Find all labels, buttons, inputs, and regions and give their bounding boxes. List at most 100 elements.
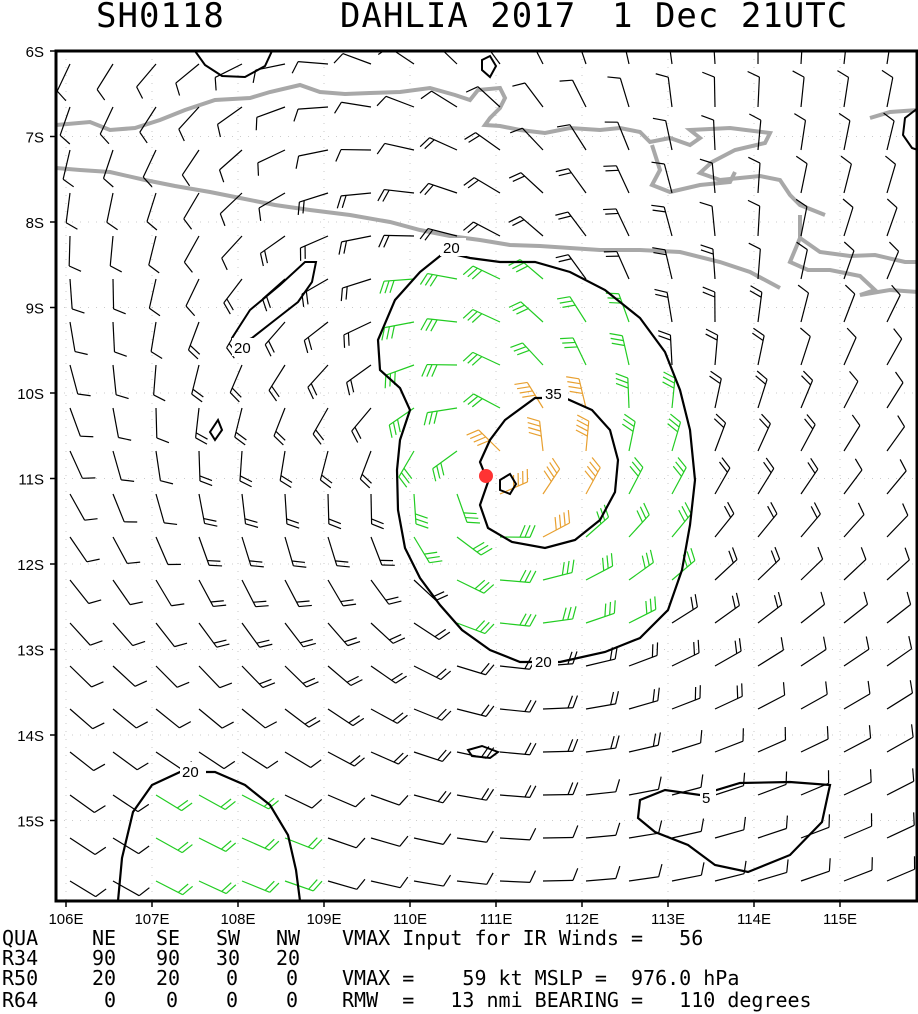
wind-barb-feather [807, 462, 816, 474]
row-r34-ne: 90 [92, 946, 117, 970]
wind-barb-feather [529, 570, 537, 583]
wind-barb-feather [700, 774, 704, 788]
wind-barb-shaft [757, 120, 762, 151]
wind-barb-feather [759, 418, 769, 429]
wind-barb-feather [77, 393, 91, 397]
wind-barb-shaft [413, 665, 442, 681]
wind-barb-feather [508, 301, 522, 308]
wind-barb-feather [153, 394, 166, 402]
wind-barb-feather [529, 742, 537, 756]
wind-barb-feather [559, 79, 573, 82]
wind-barb-shaft [155, 536, 169, 565]
wind-barb-feather [516, 308, 529, 315]
wind-barb-feather [213, 639, 227, 644]
wind-barb-feather [474, 579, 486, 590]
wind-barb-feather [857, 502, 865, 515]
wind-barb-feather [512, 219, 525, 227]
wind-barb-feather [467, 395, 479, 405]
wind-barb-feather [652, 209, 666, 213]
wind-barb-feather [118, 436, 132, 441]
wind-barb-shaft [843, 781, 872, 796]
wind-barb-feather [467, 354, 478, 364]
wind-barb-shaft [886, 559, 910, 581]
wind-barb-feather [426, 555, 440, 560]
wind-barb-shaft [384, 142, 415, 151]
wind-barb-feather [589, 461, 599, 473]
wind-barb-feather [389, 634, 402, 641]
wind-barb-feather [340, 599, 354, 603]
wind-barb-shaft [886, 470, 907, 495]
wind-barb-feather [551, 457, 561, 470]
wind-barb-shaft [256, 106, 286, 118]
wind-barb-feather [341, 195, 347, 208]
row-r34-se: 90 [156, 946, 181, 970]
wind-barb-feather [615, 735, 620, 749]
coastline-layer [56, 82, 918, 297]
wind-barb-shaft [569, 124, 587, 151]
wind-barb-feather [336, 195, 342, 209]
wind-barb-feather [526, 417, 540, 422]
wind-barb-feather [346, 675, 359, 683]
wind-barb-feather [391, 325, 395, 339]
wind-barb-feather [249, 560, 263, 563]
wind-barb-feather [378, 235, 385, 248]
wind-barb-feather [567, 606, 572, 620]
wind-barb-feather [912, 768, 915, 782]
storm-parameter-table: QUA NE SE SW NW VMAX Input for IR Winds … [0, 924, 918, 1014]
wind-barb-feather [591, 457, 601, 468]
table-line-vmax-input: VMAX Input for IR Winds = 56 [342, 926, 704, 950]
wind-barb-feather [442, 751, 452, 762]
wind-barb-feather [480, 662, 490, 674]
wind-barb-feather [480, 704, 490, 716]
bali-coast [787, 215, 918, 297]
wind-barb-shaft [342, 53, 372, 65]
wind-barb-feather [355, 797, 366, 808]
contour-label-20-southwest: 20 [182, 764, 199, 781]
wind-barb-feather [813, 502, 821, 515]
wind-barb-feather [610, 735, 615, 749]
wind-barb-feather [88, 599, 102, 605]
lon-label: 107E [134, 911, 169, 928]
wind-barb-shaft [155, 450, 161, 481]
wind-barb-shaft [714, 873, 745, 882]
wind-barb-feather [398, 754, 409, 765]
wind-barb-shaft [96, 63, 114, 90]
wind-barb-shaft [542, 879, 574, 882]
wind-barb-feather [596, 511, 602, 524]
table-header-qua: QUA [2, 926, 39, 950]
wind-barb-shaft [429, 137, 458, 151]
wind-barb-feather [268, 340, 275, 353]
wind-barb-feather [343, 603, 357, 607]
wind-barb-feather [135, 721, 148, 729]
wind-barb-feather [388, 600, 402, 605]
wind-barb-feather [348, 715, 360, 724]
wind-barb-shaft [800, 558, 824, 581]
wind-barb-feather [462, 351, 474, 362]
wind-barb-feather [264, 880, 275, 891]
wind-barb-feather [142, 176, 153, 188]
wind-barb-feather [425, 318, 433, 331]
wind-barb-feather [392, 637, 406, 644]
wind-barb-shaft [99, 106, 114, 135]
wind-barb-shaft [370, 880, 401, 889]
wind-barb-feather [749, 290, 762, 298]
wind-barb-feather [136, 86, 144, 99]
wind-barb-feather [359, 478, 371, 489]
wind-barb-feather [483, 584, 495, 594]
wind-barb-feather [512, 304, 525, 312]
contour-20-main [376, 250, 697, 664]
wind-barb-feather [438, 631, 451, 640]
wind-barb-feather [355, 837, 366, 849]
wind-barb-feather [312, 880, 323, 892]
wind-barb-feather [749, 113, 762, 121]
wind-barb-feather [465, 516, 479, 519]
wind-barb-feather [556, 124, 570, 128]
wind-barb-feather [436, 465, 441, 479]
wind-barb-feather [568, 385, 582, 390]
wind-barb-feather [486, 830, 494, 843]
wind-barb-feather [68, 265, 82, 272]
wind-barb-feather [576, 424, 589, 432]
wind-barb-feather [275, 430, 286, 441]
wind-barb-feather [515, 265, 529, 273]
wind-barb-feather [259, 643, 273, 648]
